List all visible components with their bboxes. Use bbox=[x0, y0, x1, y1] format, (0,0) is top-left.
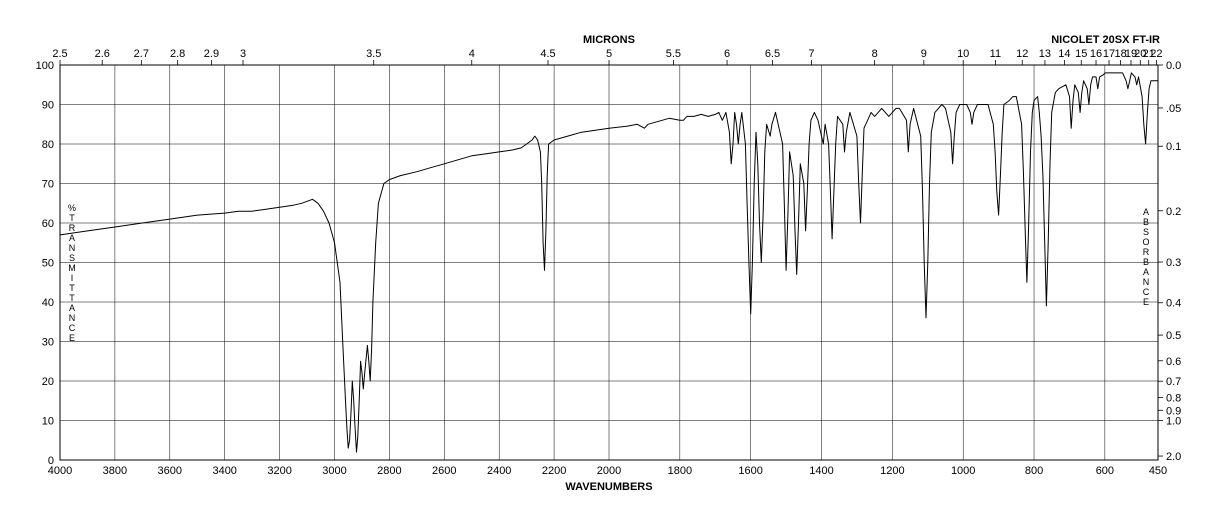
xtick-top-label: 17 bbox=[1103, 48, 1115, 60]
ytick-right-label: 0.7 bbox=[1166, 376, 1181, 388]
xtick-bottom: 1200 bbox=[880, 465, 904, 477]
xtick-top-label: 2.9 bbox=[204, 48, 219, 60]
xtick-bottom: 3800 bbox=[103, 465, 127, 477]
xtick-top-label: 7 bbox=[808, 48, 814, 60]
svg-text:O: O bbox=[1142, 237, 1149, 247]
xtick-bottom: 2000 bbox=[597, 465, 621, 477]
xtick-top-label: 5.5 bbox=[666, 48, 681, 60]
ytick-left: 10 bbox=[42, 416, 54, 428]
xtick-bottom: 2600 bbox=[432, 465, 456, 477]
xtick-top-label: 9 bbox=[921, 48, 927, 60]
svg-text:M: M bbox=[68, 263, 76, 273]
ytick-left: 80 bbox=[42, 139, 54, 151]
left-axis-title: %TRANSMITTANCE bbox=[68, 203, 76, 343]
xtick-bottom: 3000 bbox=[322, 465, 346, 477]
ytick-right-label: 0.8 bbox=[1166, 392, 1181, 404]
xtick-top-label: 2.8 bbox=[170, 48, 185, 60]
chart-svg: 0102030405060708090100400038003600340032… bbox=[0, 0, 1218, 528]
ytick-left: 70 bbox=[42, 179, 54, 191]
ytick-right-label: 2.0 bbox=[1166, 451, 1181, 463]
ytick-right-label: 0.1 bbox=[1166, 141, 1181, 153]
xtick-top-label: 5 bbox=[606, 48, 612, 60]
ytick-left: 30 bbox=[42, 337, 54, 349]
svg-text:S: S bbox=[1143, 227, 1149, 237]
xtick-bottom: 600 bbox=[1096, 465, 1114, 477]
svg-text:T: T bbox=[69, 283, 75, 293]
svg-text:T: T bbox=[69, 293, 75, 303]
svg-text:R: R bbox=[69, 223, 76, 233]
svg-text:N: N bbox=[69, 243, 76, 253]
xtick-top-label: 22 bbox=[1150, 48, 1162, 60]
xtick-top-label: 13 bbox=[1039, 48, 1051, 60]
xtick-top-label: 16 bbox=[1090, 48, 1102, 60]
xtick-top-label: 3 bbox=[240, 48, 246, 60]
svg-text:E: E bbox=[1143, 297, 1149, 307]
svg-text:C: C bbox=[1143, 287, 1150, 297]
svg-text:B: B bbox=[1143, 257, 1149, 267]
xtick-top-label: 4 bbox=[469, 48, 475, 60]
ytick-right-label: 1.0 bbox=[1166, 416, 1181, 428]
xtick-top-label: 8 bbox=[872, 48, 878, 60]
ytick-right-label: 0.4 bbox=[1166, 298, 1181, 310]
xtick-bottom: 800 bbox=[1025, 465, 1043, 477]
xtick-bottom: 3400 bbox=[212, 465, 236, 477]
ytick-left: 90 bbox=[42, 100, 54, 112]
ytick-left: 60 bbox=[42, 218, 54, 230]
svg-text:B: B bbox=[1143, 217, 1149, 227]
right-axis-title: ABSORBANCE bbox=[1142, 207, 1149, 307]
ir-spectrum-chart: 0102030405060708090100400038003600340032… bbox=[0, 0, 1218, 528]
xtick-top-label: 15 bbox=[1075, 48, 1087, 60]
xtick-top-label: 12 bbox=[1016, 48, 1028, 60]
xtick-top-label: 2.5 bbox=[52, 48, 67, 60]
xtick-top-label: 3.5 bbox=[366, 48, 381, 60]
xtick-top-label: 6 bbox=[724, 48, 730, 60]
svg-text:N: N bbox=[1143, 277, 1150, 287]
xtick-bottom: 1400 bbox=[809, 465, 833, 477]
svg-text:E: E bbox=[69, 333, 75, 343]
xtick-bottom: 1800 bbox=[668, 465, 692, 477]
ytick-right-label: 0.3 bbox=[1166, 257, 1181, 269]
svg-text:S: S bbox=[69, 253, 75, 263]
instrument-label: NICOLET 20SX FT-IR bbox=[1051, 34, 1160, 46]
ytick-left: 50 bbox=[42, 258, 54, 270]
xtick-top-label: 14 bbox=[1058, 48, 1070, 60]
svg-text:%: % bbox=[68, 203, 76, 213]
bottom-axis-title: WAVENUMBERS bbox=[565, 481, 652, 493]
svg-text:T: T bbox=[69, 213, 75, 223]
xtick-bottom: 450 bbox=[1149, 465, 1167, 477]
ytick-right-label: 0.2 bbox=[1166, 206, 1181, 218]
svg-text:A: A bbox=[69, 303, 75, 313]
ytick-right-label: 0.5 bbox=[1166, 330, 1181, 342]
xtick-bottom: 2400 bbox=[487, 465, 511, 477]
svg-text:I: I bbox=[71, 273, 74, 283]
ytick-right-label: 0.6 bbox=[1166, 356, 1181, 368]
ytick-right-label: .05 bbox=[1166, 103, 1181, 115]
xtick-top-label: 11 bbox=[990, 48, 1001, 60]
xtick-bottom: 3200 bbox=[267, 465, 291, 477]
top-axis-title: MICRONS bbox=[583, 34, 635, 46]
svg-text:A: A bbox=[69, 233, 75, 243]
xtick-top-label: 6.5 bbox=[765, 48, 780, 60]
xtick-bottom: 2800 bbox=[377, 465, 401, 477]
ytick-left: 40 bbox=[42, 297, 54, 309]
svg-text:C: C bbox=[69, 323, 76, 333]
xtick-top-label: 4.5 bbox=[540, 48, 555, 60]
xtick-bottom: 1000 bbox=[951, 465, 975, 477]
xtick-bottom: 3600 bbox=[158, 465, 182, 477]
ytick-left: 100 bbox=[36, 60, 54, 72]
xtick-bottom: 1600 bbox=[738, 465, 762, 477]
xtick-bottom: 4000 bbox=[48, 465, 72, 477]
xtick-bottom: 2200 bbox=[542, 465, 566, 477]
xtick-top-label: 2.6 bbox=[95, 48, 110, 60]
svg-text:R: R bbox=[1143, 247, 1150, 257]
svg-text:N: N bbox=[69, 313, 76, 323]
xtick-top-label: 10 bbox=[957, 48, 969, 60]
svg-text:A: A bbox=[1143, 207, 1149, 217]
xtick-top-label: 2.7 bbox=[134, 48, 149, 60]
svg-text:A: A bbox=[1143, 267, 1149, 277]
ytick-right-label: 0.0 bbox=[1166, 60, 1181, 72]
ytick-left: 20 bbox=[42, 376, 54, 388]
